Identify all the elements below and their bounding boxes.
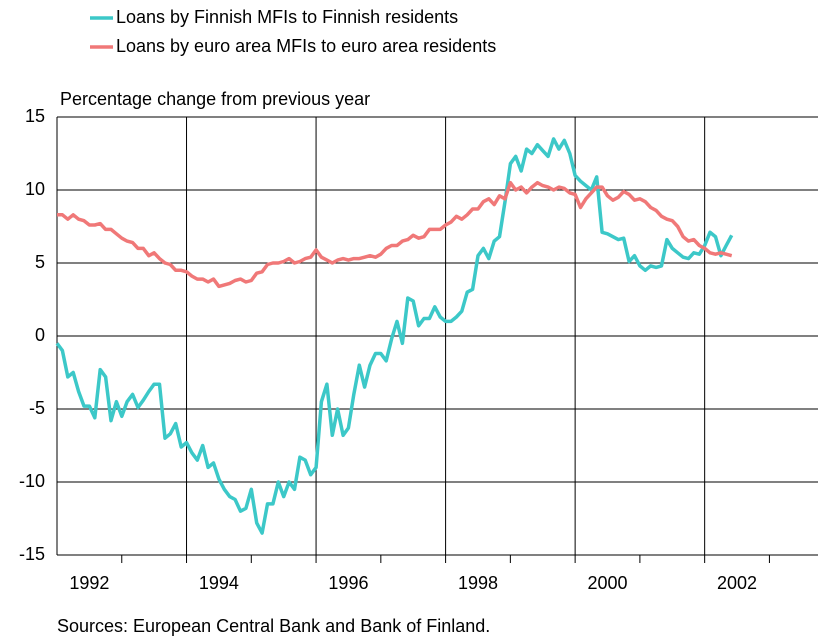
source-note: Sources: European Central Bank and Bank … [57, 616, 490, 636]
x-tick-label: 2002 [717, 573, 757, 593]
x-tick-label: 1996 [328, 573, 368, 593]
y-tick-label: 5 [35, 252, 45, 272]
y-tick-label: 15 [25, 106, 45, 126]
series-line [57, 180, 733, 289]
x-tick-label: 2000 [587, 573, 627, 593]
y-tick-label: -15 [19, 544, 45, 564]
y-tick-label: 10 [25, 179, 45, 199]
y-axis-label: Percentage change from previous year [60, 89, 370, 109]
y-tick-label: 0 [35, 325, 45, 345]
y-tick-label: -5 [29, 398, 45, 418]
y-tick-label: -10 [19, 471, 45, 491]
series-line [55, 137, 734, 535]
legend-label: Loans by euro area MFIs to euro area res… [116, 36, 496, 56]
legend-label: Loans by Finnish MFIs to Finnish residen… [116, 7, 458, 27]
x-tick-label: 1994 [199, 573, 239, 593]
x-tick-label: 1992 [69, 573, 109, 593]
x-tick-label: 1998 [458, 573, 498, 593]
